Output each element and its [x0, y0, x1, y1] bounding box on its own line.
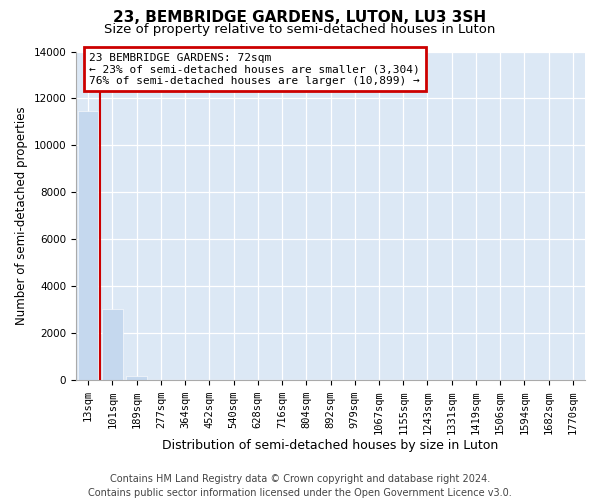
Y-axis label: Number of semi-detached properties: Number of semi-detached properties [15, 106, 28, 326]
X-axis label: Distribution of semi-detached houses by size in Luton: Distribution of semi-detached houses by … [163, 440, 499, 452]
Text: Contains HM Land Registry data © Crown copyright and database right 2024.
Contai: Contains HM Land Registry data © Crown c… [88, 474, 512, 498]
Bar [78, 112, 98, 380]
Bar [102, 309, 122, 380]
Text: 23, BEMBRIDGE GARDENS, LUTON, LU3 3SH: 23, BEMBRIDGE GARDENS, LUTON, LU3 3SH [113, 10, 487, 25]
Text: 23 BEMBRIDGE GARDENS: 72sqm
← 23% of semi-detached houses are smaller (3,304)
76: 23 BEMBRIDGE GARDENS: 72sqm ← 23% of sem… [89, 52, 420, 86]
Bar [127, 376, 147, 380]
Text: Size of property relative to semi-detached houses in Luton: Size of property relative to semi-detach… [104, 22, 496, 36]
